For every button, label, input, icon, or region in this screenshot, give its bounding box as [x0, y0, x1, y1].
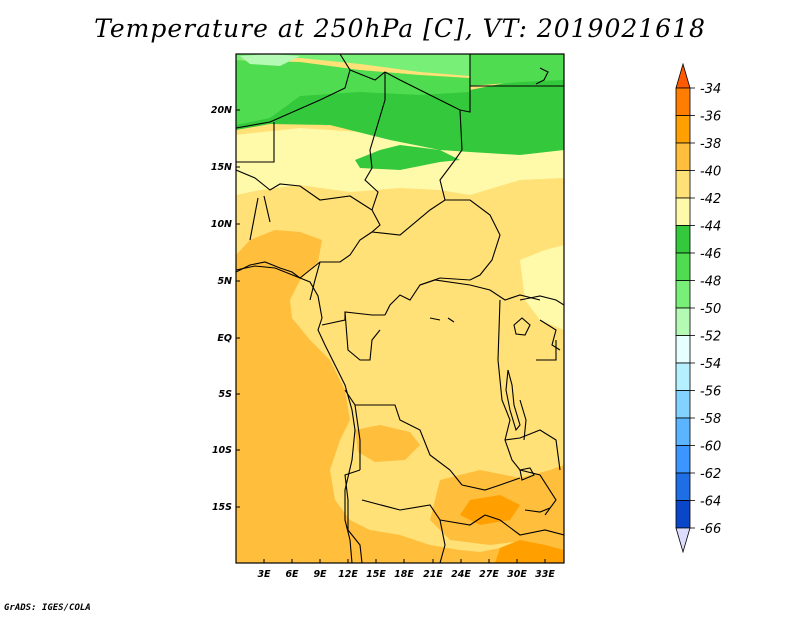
lakes — [429, 67, 551, 513]
colorbar-label: -56 — [700, 385, 721, 400]
colorbar-label: -36 — [700, 110, 721, 125]
colorbar-swatches — [675, 62, 691, 554]
lat-tick-10n: 10N — [211, 219, 232, 230]
lat-axis — [236, 109, 240, 508]
coastline — [236, 265, 356, 563]
lon-tick-15e: 15E — [366, 569, 386, 580]
colorbar-swatch — [675, 87, 691, 116]
field-minus38-west — [236, 230, 564, 563]
colorbar-label: -54 — [700, 357, 721, 372]
field-minus36-south — [460, 495, 520, 525]
field-minus46-east — [470, 54, 564, 86]
lon-tick-9e: 9E — [313, 569, 327, 580]
lat-tick-20n: 20N — [211, 105, 232, 116]
lon-tick-18e: 18E — [394, 569, 414, 580]
colorbar-label: -46 — [700, 247, 721, 262]
lon-tick-33e: 33E — [535, 569, 555, 580]
colorbar-swatch — [675, 280, 691, 309]
lat-tick-15n: 15N — [211, 162, 232, 173]
lon-tick-30e: 30E — [507, 569, 527, 580]
colorbar-label: -38 — [700, 137, 721, 152]
colorbar-swatch — [675, 417, 691, 446]
lon-tick-21e: 21E — [423, 569, 443, 580]
colorbar-label: -40 — [700, 165, 721, 180]
lon-tick-12e: 12E — [338, 569, 358, 580]
lon-tick-24e: 24E — [451, 569, 471, 580]
colorbar-label: -44 — [700, 220, 721, 235]
field-minus48-band — [236, 54, 470, 76]
colorbar-label: -48 — [700, 275, 721, 290]
colorbar-bottom-arrow — [675, 527, 691, 554]
colorbar-swatch — [675, 115, 691, 144]
field-minus36-corner — [495, 540, 564, 563]
lat-tick-eq: EQ — [217, 333, 232, 344]
colorbar-swatch — [675, 307, 691, 336]
colorbar-label: -34 — [700, 82, 721, 97]
field-minus50-patch — [240, 54, 300, 66]
colorbar-label: -52 — [700, 330, 721, 345]
lon-tick-6e: 6E — [285, 569, 299, 580]
field-minus46-band — [236, 60, 470, 125]
colorbar-swatch — [675, 252, 691, 281]
colorbar-label: -42 — [700, 192, 721, 207]
lon-tick-3e: 3E — [257, 569, 271, 580]
colorbar-swatch — [675, 445, 691, 474]
colorbar-label: -58 — [700, 412, 721, 427]
map-frame — [235, 53, 565, 564]
colorbar-swatch — [675, 225, 691, 254]
grads-credit: GrADS: IGES/COLA — [4, 603, 91, 613]
lon-axis — [263, 559, 546, 563]
colorbar-swatch — [675, 472, 691, 501]
colorbar-label: -60 — [700, 440, 721, 455]
chart-title: Temperature at 250hPa [C], VT: 201902161… — [94, 14, 706, 43]
lon-tick-27e: 27E — [479, 569, 499, 580]
colorbar-labels: -34 -36 -38 -40 -42 -44 -46 -48 -50 -52 -54 -56 -58 -… — [690, 82, 721, 537]
colorbar-label: -50 — [700, 302, 721, 317]
colorbar-swatch — [675, 335, 691, 364]
colorbar-swatch — [675, 142, 691, 171]
colorbar-swatch — [675, 197, 691, 226]
colorbar-label: -66 — [700, 522, 721, 537]
lat-tick-15s: 15S — [212, 502, 232, 513]
colorbar-swatch — [675, 390, 691, 419]
country-borders — [236, 54, 564, 563]
field-minus38-mid — [355, 425, 420, 462]
colorbar-label: -62 — [700, 467, 721, 482]
colorbar-swatch — [675, 362, 691, 391]
colorbar-top-arrow — [675, 62, 691, 89]
lat-tick-5s: 5S — [219, 389, 233, 400]
colorbar-label: -64 — [700, 495, 721, 510]
colorbar-swatch — [675, 500, 691, 529]
lat-tick-5n: 5N — [217, 276, 232, 287]
field-minus42-east — [520, 245, 564, 330]
lat-tick-10s: 10S — [212, 445, 232, 456]
colorbar-swatch — [675, 170, 691, 199]
